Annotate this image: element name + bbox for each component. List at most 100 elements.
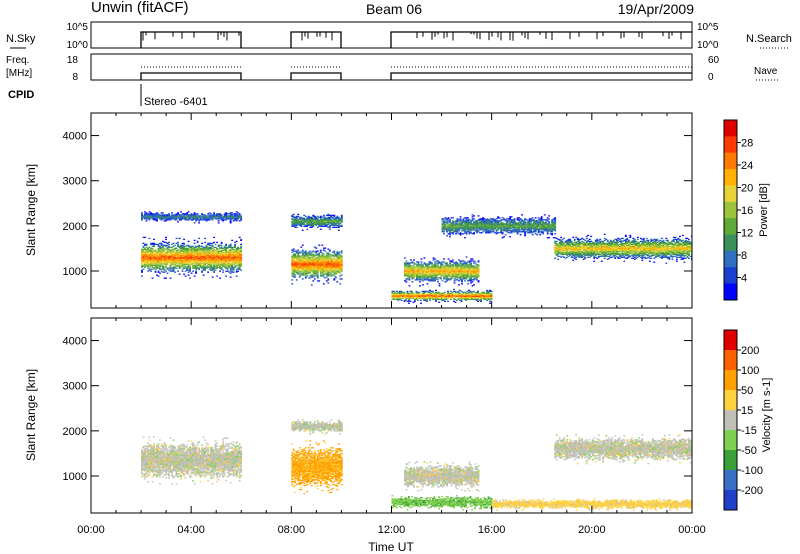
range-gate-cell	[234, 255, 237, 257]
range-gate-cell	[187, 252, 190, 254]
range-gate-cell	[213, 256, 216, 258]
range-gate-cell	[228, 252, 231, 254]
range-gate-cell	[456, 263, 459, 265]
range-gate-cell	[434, 271, 436, 273]
range-gate-cell	[202, 251, 205, 253]
range-gate-cell	[183, 256, 185, 258]
range-gate-cell	[201, 259, 203, 261]
range-gate-cell	[480, 297, 482, 299]
range-gate-cell	[153, 216, 155, 218]
range-gate-cell	[465, 223, 468, 225]
range-gate-cell	[470, 230, 472, 232]
range-gate-cell	[455, 233, 457, 235]
range-gate-cell	[471, 268, 474, 270]
range-gate-cell	[324, 216, 327, 219]
range-gate-cell	[306, 259, 309, 261]
range-gate-cell	[304, 277, 307, 279]
range-gate-cell	[480, 221, 483, 223]
range-gate-cell	[441, 271, 444, 273]
range-gate-cell	[429, 279, 432, 281]
range-gate-cell	[468, 233, 471, 235]
range-gate-cell	[150, 217, 152, 219]
range-gate-cell	[196, 219, 199, 221]
range-gate-cell	[423, 292, 425, 295]
range-gate-cell	[497, 220, 499, 222]
range-gate-cell	[213, 250, 216, 252]
range-gate-cell	[459, 299, 461, 301]
range-gate-cell	[333, 223, 336, 225]
range-gate-cell	[142, 265, 145, 267]
range-gate-cell	[504, 229, 507, 231]
range-gate-cell	[169, 277, 172, 279]
range-gate-cell	[154, 257, 157, 259]
range-gate-cell	[481, 294, 484, 296]
range-gate-cell	[458, 270, 460, 272]
range-gate-cell	[479, 218, 481, 220]
range-gate-cell	[193, 249, 196, 251]
range-gate-cell	[199, 258, 202, 260]
range-gate-cell	[340, 278, 343, 280]
range-gate-cell	[426, 279, 429, 281]
range-gate-cell	[417, 270, 420, 272]
range-gate-cell	[309, 261, 312, 263]
range-gate-cell	[174, 247, 176, 249]
range-gate-cell	[222, 263, 225, 265]
range-gate-cell	[450, 228, 453, 230]
range-gate-cell	[222, 255, 225, 257]
range-gate-cell	[456, 270, 459, 272]
range-gate-cell	[443, 258, 445, 260]
range-gate-cell	[482, 223, 484, 225]
range-gate-cell	[310, 262, 313, 264]
range-gate-cell	[462, 226, 465, 228]
range-gate-cell	[217, 264, 220, 266]
range-gate-cell	[470, 262, 472, 264]
range-gate-cell	[325, 214, 328, 217]
range-gate-cell	[465, 256, 468, 258]
range-gate-cell	[211, 216, 214, 218]
range-gate-cell	[417, 269, 420, 271]
range-gate-cell	[217, 263, 220, 265]
range-gate-cell	[312, 215, 315, 218]
range-gate-cell	[211, 253, 214, 255]
range-gate-cell	[473, 223, 475, 225]
range-gate-cell	[198, 247, 200, 249]
range-gate-cell	[190, 219, 193, 221]
range-gate-cell	[300, 259, 303, 261]
range-gate-cell	[334, 262, 337, 264]
range-gate-cell	[459, 270, 462, 272]
range-gate-cell	[434, 267, 436, 269]
range-gate-cell	[420, 261, 423, 263]
range-gate-cell	[490, 295, 493, 297]
range-gate-cell	[175, 215, 178, 217]
range-gate-cell	[217, 245, 220, 248]
range-gate-cell	[486, 223, 489, 225]
range-gate-cell	[162, 271, 164, 273]
range-gate-cell	[411, 270, 414, 272]
range-gate-cell	[196, 252, 199, 254]
range-gate-cell	[201, 254, 203, 256]
range-gate-cell	[237, 259, 240, 261]
range-gate-cell	[186, 256, 188, 258]
range-gate-cell	[217, 262, 220, 264]
range-gate-cell	[291, 262, 294, 264]
range-gate-cell	[436, 291, 439, 294]
range-gate-cell	[312, 224, 315, 226]
range-gate-cell	[162, 261, 164, 263]
range-gate-cell	[321, 274, 324, 276]
range-gate-cell	[222, 269, 225, 271]
range-gate-cell	[443, 268, 445, 270]
range-gate-cell	[213, 267, 216, 269]
range-gate-cell	[201, 257, 203, 259]
range-gate-cell	[187, 249, 190, 251]
range-gate-cell	[232, 213, 235, 215]
range-gate-cell	[240, 254, 243, 256]
range-gate-cell	[492, 220, 495, 222]
range-gate-cell	[449, 236, 451, 238]
range-gate-cell	[465, 220, 468, 222]
range-gate-cell	[166, 219, 169, 221]
range-gate-cell	[318, 261, 321, 263]
range-gate-cell	[154, 252, 157, 254]
range-gate-cell	[157, 216, 160, 218]
range-gate-cell	[307, 217, 310, 220]
range-gate-cell	[481, 296, 484, 298]
